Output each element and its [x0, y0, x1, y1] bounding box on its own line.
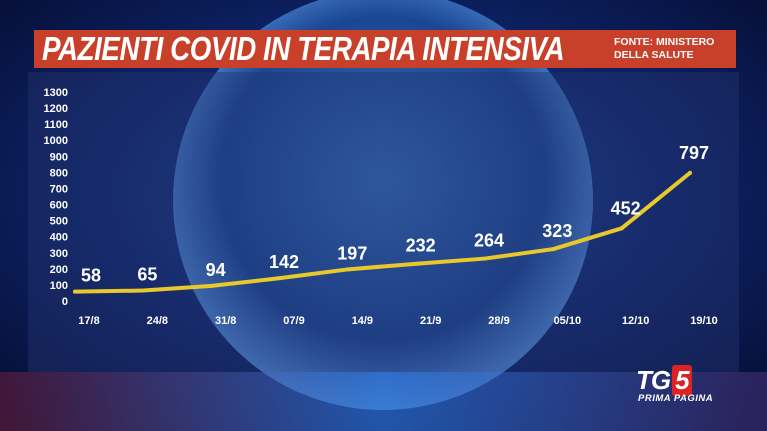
- x-tick-label: 14/9: [352, 315, 373, 327]
- y-tick-label: 300: [50, 248, 68, 260]
- data-point: [619, 226, 624, 231]
- data-point: [278, 276, 282, 281]
- x-tick-label: 19/10: [690, 315, 718, 327]
- x-tick-label: 24/8: [147, 315, 168, 327]
- title-bar: PAZIENTI COVID IN TERAPIA INTENSIVA FONT…: [34, 30, 736, 68]
- x-tick-label: 21/9: [420, 315, 441, 327]
- x-tick-label: 07/9: [283, 315, 304, 327]
- y-tick-label: 1200: [44, 103, 68, 115]
- data-point: [346, 267, 351, 272]
- y-tick-label: 1100: [44, 119, 68, 131]
- data-point: [483, 256, 487, 261]
- data-point: [688, 170, 692, 175]
- chart-panel: [28, 72, 739, 372]
- y-tick-label: 200: [50, 264, 68, 276]
- data-label: 264: [474, 231, 504, 251]
- y-tick-label: 700: [50, 183, 68, 195]
- data-label: 797: [679, 143, 709, 163]
- x-tick-label: 17/8: [78, 315, 99, 327]
- y-tick-label: 1300: [44, 87, 68, 99]
- data-label: 452: [611, 198, 641, 218]
- y-tick-label: 900: [50, 151, 68, 163]
- data-label: 323: [542, 221, 572, 241]
- data-point: [209, 283, 214, 288]
- data-point: [73, 289, 77, 294]
- x-tick-label: 28/9: [488, 315, 509, 327]
- tg5-logo: TG 5 PRIMA PAGINA: [636, 365, 714, 405]
- x-tick-label: 05/10: [554, 315, 582, 327]
- data-label: 58: [81, 266, 101, 286]
- y-tick-label: 100: [50, 280, 68, 292]
- data-point: [141, 288, 146, 293]
- y-tick-label: 400: [50, 232, 68, 244]
- y-tick-label: 0: [62, 296, 68, 308]
- x-tick-label: 12/10: [622, 315, 650, 327]
- data-label: 65: [137, 265, 157, 285]
- logo-number: 5: [672, 365, 692, 396]
- data-label: 197: [337, 243, 367, 263]
- y-tick-label: 500: [50, 216, 68, 228]
- logo-subtitle: PRIMA PAGINA: [638, 393, 714, 404]
- logo-mark: TG 5: [636, 365, 692, 396]
- data-label: 142: [269, 252, 299, 272]
- chart-title: PAZIENTI COVID IN TERAPIA INTENSIVA: [42, 30, 565, 67]
- data-label: 94: [206, 260, 226, 280]
- y-tick-label: 1000: [44, 135, 68, 147]
- data-point: [551, 247, 556, 252]
- logo-tg: TG: [636, 365, 671, 395]
- source-label: FONTE: MINISTERO DELLA SALUTE: [614, 36, 715, 61]
- y-tick-label: 600: [50, 200, 68, 212]
- y-tick-label: 800: [50, 167, 68, 179]
- x-tick-label: 31/8: [215, 315, 236, 327]
- series-line: [73, 170, 692, 294]
- data-label: 232: [406, 236, 436, 256]
- data-point: [414, 261, 419, 266]
